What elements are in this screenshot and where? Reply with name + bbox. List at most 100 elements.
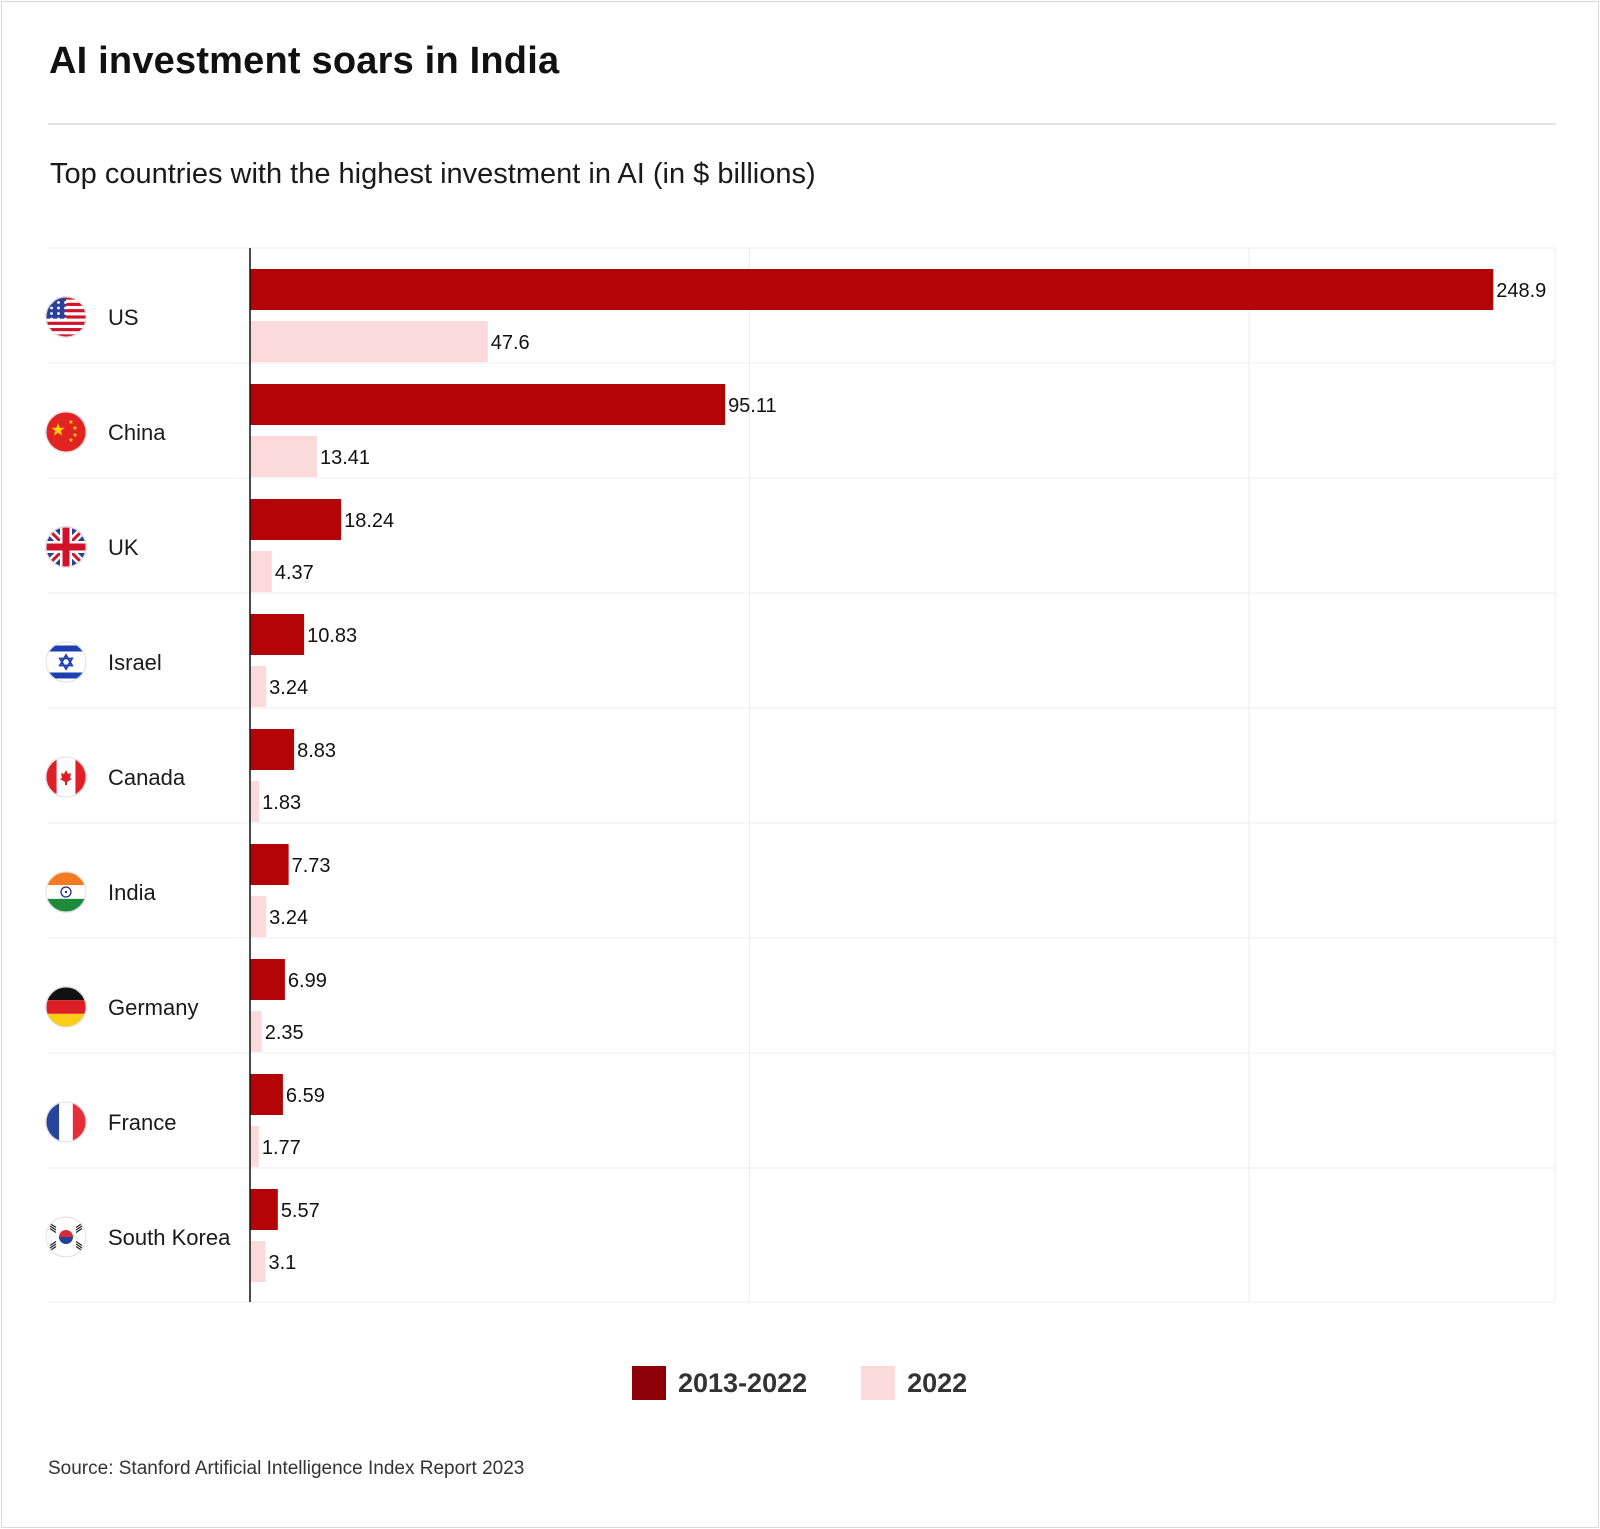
- chart-title: AI investment soars in India: [49, 40, 560, 82]
- maple-leaf: [60, 770, 72, 785]
- flag-star: [68, 437, 74, 443]
- bar-2013-2022-germany: [250, 959, 285, 1000]
- trigram: [75, 1241, 83, 1246]
- flag-star: [57, 301, 60, 304]
- trigram: [75, 1228, 83, 1233]
- flag-star: [64, 301, 67, 304]
- category-row-south-korea: South Korea 5.57 3.1: [45, 1189, 320, 1282]
- category-label: US: [108, 305, 139, 330]
- bar-2013-2022-israel: [250, 614, 305, 655]
- france-flag-icon: [45, 1101, 87, 1143]
- flag-star: [57, 306, 60, 310]
- flag-outline: [45, 526, 87, 568]
- trigram: [49, 1228, 57, 1233]
- flag-graphic: [45, 641, 87, 683]
- flag-star: [72, 425, 78, 431]
- data-label: 5.57: [281, 1200, 320, 1222]
- taegeuk: [59, 1230, 73, 1237]
- trigram: [75, 1225, 83, 1231]
- legend-item-2022: 2022: [861, 1366, 967, 1400]
- flag-stripe: [45, 321, 87, 325]
- germany-flag-icon: [45, 986, 87, 1028]
- category-label: Israel: [108, 650, 162, 675]
- taegeuk: [59, 1237, 73, 1244]
- flag-stripe: [45, 328, 87, 332]
- bar-2013-2022-south-korea: [250, 1189, 278, 1230]
- bar-2013-2022-canada: [250, 729, 295, 770]
- category-row-uk: UK 18.24 4.37: [45, 499, 394, 592]
- bar-2022-germany: [250, 1011, 262, 1052]
- flag-graphic: [45, 411, 87, 453]
- bar-2022-us: [250, 321, 488, 362]
- legend-label-total: 2013-2022: [678, 1367, 808, 1398]
- bar-2022-israel: [250, 666, 267, 707]
- trigram: [75, 1243, 83, 1249]
- legend: 2013-2022 2022: [632, 1366, 1021, 1400]
- data-label: 3.24: [269, 907, 308, 929]
- flag-star: [57, 317, 60, 321]
- legend-label-2022: 2022: [907, 1367, 968, 1398]
- data-label: 3.1: [268, 1252, 296, 1274]
- flag-star: [50, 306, 53, 310]
- flag-graphic: [45, 526, 87, 568]
- flag-outline: [45, 756, 87, 798]
- data-label: 95.11: [728, 395, 777, 417]
- flag-outline: [45, 871, 87, 913]
- trigram: [49, 1241, 57, 1246]
- flag-star: [51, 423, 65, 436]
- chart-subtitle: Top countries with the highest investmen…: [50, 158, 816, 190]
- data-label: 1.77: [262, 1137, 301, 1159]
- flag-star: [64, 306, 67, 310]
- trigram: [49, 1225, 57, 1231]
- south-korea-flag-icon: [45, 1216, 87, 1258]
- category-label: China: [108, 420, 166, 445]
- data-label: 47.6: [491, 332, 530, 354]
- bar-2022-canada: [250, 781, 260, 822]
- canada-flag-icon: [45, 756, 87, 798]
- data-label: 248.9: [1496, 280, 1546, 302]
- bar-2022-france: [250, 1126, 259, 1167]
- flag-star: [72, 432, 78, 438]
- flag-outline: [45, 1101, 87, 1143]
- flag-star: [64, 317, 67, 321]
- flag-graphic: [45, 296, 87, 338]
- flag-star: [64, 312, 67, 315]
- flag-star: [58, 657, 74, 671]
- flag-stripe: [45, 1000, 87, 1014]
- flag-outline: [45, 1216, 87, 1258]
- india-flag-icon: [45, 871, 87, 913]
- bar-2013-2022-china: [250, 384, 726, 425]
- flag-cross: [45, 543, 87, 551]
- category-label: South Korea: [108, 1225, 231, 1250]
- data-label: 6.99: [288, 970, 327, 992]
- bar-2022-china: [250, 436, 317, 477]
- title-divider: [48, 123, 1556, 125]
- legend-swatch-2022: [861, 1366, 896, 1400]
- category-row-india: India 7.73 3.24: [45, 844, 331, 937]
- bar-2013-2022-uk: [250, 499, 342, 540]
- flag-stripe: [45, 672, 87, 679]
- category-row-france: France 6.59 1.77: [45, 1074, 325, 1167]
- data-label: 6.59: [286, 1085, 325, 1107]
- category-label: UK: [108, 535, 139, 560]
- data-label: 7.73: [292, 855, 331, 877]
- bar-2013-2022-india: [250, 844, 289, 885]
- flag-chakra: [60, 886, 72, 898]
- data-label: 3.24: [269, 677, 308, 699]
- category-row-china: China 95.11 13.41: [45, 384, 777, 477]
- data-label: 1.83: [262, 792, 301, 814]
- data-label: 18.24: [344, 510, 394, 532]
- flag-outline: [45, 641, 87, 683]
- data-label: 10.83: [307, 625, 357, 647]
- israel-flag-icon: [45, 641, 87, 683]
- flag-star: [50, 317, 53, 321]
- data-label: 2.35: [265, 1022, 304, 1044]
- category-row-israel: Israel 10.83 3.24: [45, 614, 357, 707]
- category-label: India: [108, 880, 156, 905]
- flag-part: [45, 411, 87, 453]
- category-row-germany: Germany 6.99 2.35: [45, 959, 327, 1052]
- source-note: Source: Stanford Artificial Intelligence…: [48, 1458, 525, 1479]
- data-label: 8.83: [297, 740, 336, 762]
- flag-stripe: [59, 1101, 73, 1143]
